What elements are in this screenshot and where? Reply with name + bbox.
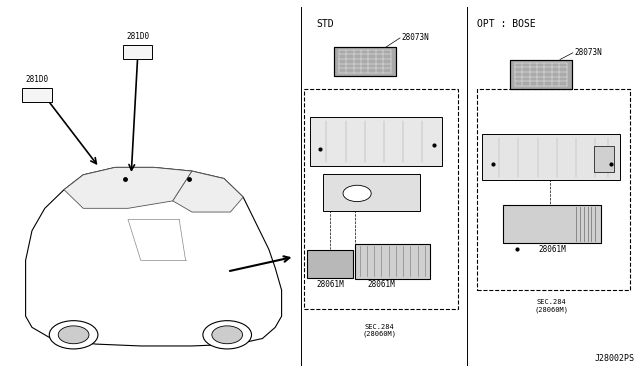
Text: STD: STD [317,19,335,29]
Circle shape [58,326,89,344]
Polygon shape [64,167,192,208]
Text: 29070: 29070 [492,137,515,146]
Text: 28070: 28070 [318,126,341,135]
Text: 28061M: 28061M [538,245,566,254]
FancyBboxPatch shape [482,134,620,180]
Circle shape [343,185,371,202]
FancyBboxPatch shape [594,146,614,172]
FancyBboxPatch shape [355,244,430,279]
Circle shape [203,321,252,349]
FancyBboxPatch shape [123,45,152,59]
Text: SEC.284
(28060M): SEC.284 (28060M) [362,324,397,337]
FancyBboxPatch shape [310,117,442,166]
Text: 28073N: 28073N [574,48,602,57]
Circle shape [212,326,243,344]
Text: 28061M: 28061M [316,280,344,289]
FancyBboxPatch shape [503,205,601,243]
Text: J28002PS: J28002PS [595,354,635,363]
Circle shape [49,321,98,349]
Text: 281D0: 281D0 [26,75,49,84]
FancyBboxPatch shape [510,60,572,89]
Text: 28073N: 28073N [401,33,429,42]
FancyBboxPatch shape [323,174,420,211]
Polygon shape [173,171,243,212]
Text: 281D0: 281D0 [126,32,149,41]
FancyBboxPatch shape [334,47,396,76]
Text: SEC.284
(28060M): SEC.284 (28060M) [534,299,569,313]
Polygon shape [26,167,282,346]
FancyBboxPatch shape [307,250,353,278]
Text: OPT : BOSE: OPT : BOSE [477,19,536,29]
FancyBboxPatch shape [22,88,52,102]
Text: 28061M: 28061M [367,280,396,289]
